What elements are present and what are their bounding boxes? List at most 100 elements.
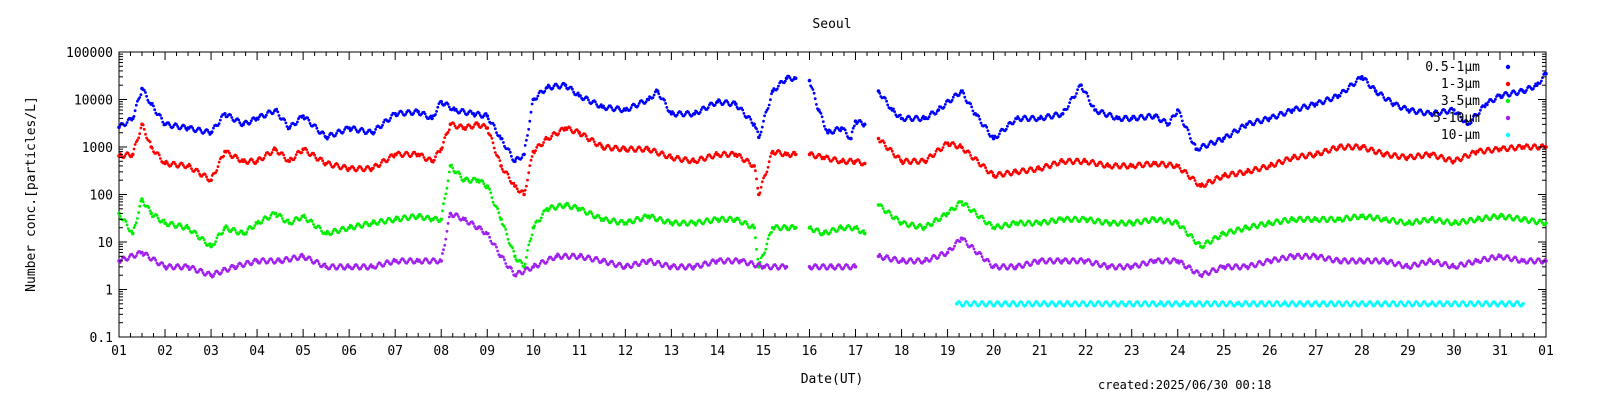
data-point xyxy=(1037,116,1042,121)
data-marker xyxy=(145,94,149,98)
data-marker xyxy=(667,219,671,223)
data-marker xyxy=(1217,236,1221,240)
data-marker xyxy=(217,122,221,125)
data-marker xyxy=(850,130,854,134)
data-marker xyxy=(422,156,426,159)
data-marker xyxy=(294,153,298,157)
data-marker xyxy=(970,105,974,109)
data-marker xyxy=(812,91,816,95)
data-marker xyxy=(1155,113,1159,117)
data-marker xyxy=(947,211,951,215)
data-marker xyxy=(713,103,717,107)
series-trace xyxy=(955,300,1525,308)
data-marker xyxy=(1080,87,1084,91)
data-marker xyxy=(892,153,895,156)
data-marker xyxy=(447,128,451,132)
data-marker xyxy=(975,156,978,160)
data-marker xyxy=(314,124,318,127)
data-point xyxy=(439,99,444,104)
data-marker xyxy=(1354,80,1358,84)
data-marker xyxy=(1131,265,1135,269)
data-marker xyxy=(1021,117,1024,121)
data-point xyxy=(577,130,582,135)
data-marker xyxy=(896,217,900,221)
data-marker xyxy=(919,118,923,122)
data-marker xyxy=(596,257,600,261)
data-marker xyxy=(317,262,321,266)
data-marker xyxy=(291,221,295,225)
data-marker xyxy=(1230,132,1234,136)
data-marker xyxy=(1077,159,1081,163)
data-marker xyxy=(153,108,157,112)
data-marker xyxy=(751,223,755,227)
data-marker xyxy=(142,88,146,92)
data-marker xyxy=(252,226,256,230)
data-marker xyxy=(283,156,287,160)
data-marker xyxy=(256,117,260,121)
data-marker xyxy=(932,220,936,224)
data-point xyxy=(476,122,480,127)
data-marker xyxy=(1345,90,1349,93)
data-marker xyxy=(447,170,451,174)
data-marker xyxy=(538,219,542,223)
data-marker xyxy=(296,120,299,124)
data-marker xyxy=(500,137,504,141)
data-marker xyxy=(989,223,993,227)
data-marker xyxy=(696,160,700,164)
data-marker xyxy=(991,171,994,175)
data-marker xyxy=(497,156,501,159)
series-trace xyxy=(807,78,867,141)
data-marker xyxy=(465,219,468,223)
data-marker xyxy=(409,154,413,158)
data-point xyxy=(757,135,761,140)
data-marker xyxy=(1241,228,1245,231)
data-marker xyxy=(630,265,634,268)
data-marker xyxy=(569,128,573,132)
data-point xyxy=(513,159,517,164)
data-marker xyxy=(995,174,999,178)
data-point xyxy=(287,159,292,164)
data-marker xyxy=(136,99,139,103)
data-marker xyxy=(1323,99,1327,103)
data-point xyxy=(163,161,167,166)
data-marker xyxy=(756,257,760,261)
data-marker xyxy=(742,112,746,115)
data-marker xyxy=(373,131,376,134)
data-marker xyxy=(942,105,946,109)
data-point xyxy=(899,159,904,164)
series-trace xyxy=(876,71,1548,152)
data-marker xyxy=(1179,114,1183,118)
data-marker xyxy=(258,115,261,119)
data-marker xyxy=(450,163,453,167)
data-marker xyxy=(962,91,966,95)
data-marker xyxy=(888,211,892,214)
data-marker xyxy=(1213,178,1216,182)
data-marker xyxy=(464,216,467,220)
data-marker xyxy=(1216,268,1220,272)
data-marker xyxy=(139,93,143,97)
data-marker xyxy=(1034,168,1038,171)
data-marker xyxy=(951,247,955,251)
data-marker xyxy=(1259,168,1262,171)
data-point xyxy=(876,136,881,141)
data-marker xyxy=(582,208,586,211)
data-marker xyxy=(218,118,222,122)
data-marker xyxy=(815,103,818,106)
data-marker xyxy=(206,128,210,132)
data-marker xyxy=(394,153,398,157)
data-marker xyxy=(136,138,139,142)
data-marker xyxy=(975,212,978,216)
data-marker xyxy=(1110,115,1114,118)
data-marker xyxy=(978,117,982,121)
data-marker xyxy=(1300,106,1304,109)
data-point xyxy=(471,112,476,116)
data-marker xyxy=(136,217,139,220)
data-marker xyxy=(1449,157,1452,161)
data-marker xyxy=(1092,104,1096,108)
data-point xyxy=(862,231,867,236)
data-marker xyxy=(497,211,501,215)
data-marker xyxy=(496,249,499,253)
data-marker xyxy=(764,173,768,176)
data-marker xyxy=(525,184,528,188)
data-marker xyxy=(1418,263,1421,267)
